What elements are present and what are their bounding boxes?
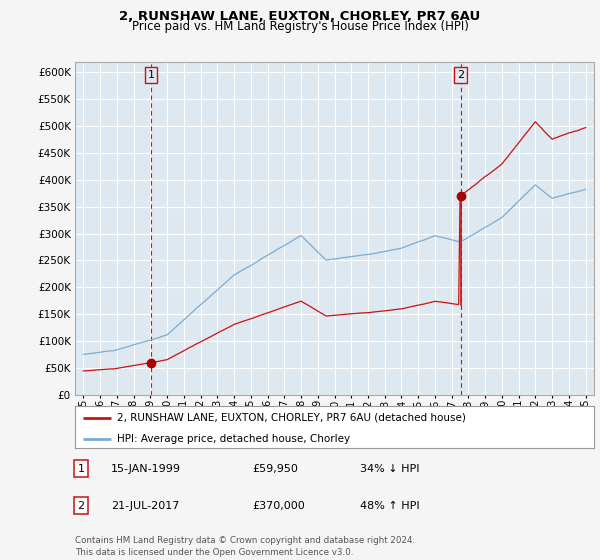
Text: 2: 2: [457, 70, 464, 80]
Text: 48% ↑ HPI: 48% ↑ HPI: [360, 501, 419, 511]
Text: £59,950: £59,950: [252, 464, 298, 474]
Text: 21-JUL-2017: 21-JUL-2017: [111, 501, 179, 511]
Text: HPI: Average price, detached house, Chorley: HPI: Average price, detached house, Chor…: [116, 434, 350, 444]
Text: Price paid vs. HM Land Registry's House Price Index (HPI): Price paid vs. HM Land Registry's House …: [131, 20, 469, 33]
Text: 15-JAN-1999: 15-JAN-1999: [111, 464, 181, 474]
Text: 2: 2: [77, 501, 85, 511]
Text: 2, RUNSHAW LANE, EUXTON, CHORLEY, PR7 6AU (detached house): 2, RUNSHAW LANE, EUXTON, CHORLEY, PR7 6A…: [116, 413, 466, 423]
Text: 1: 1: [148, 70, 155, 80]
Text: 2, RUNSHAW LANE, EUXTON, CHORLEY, PR7 6AU: 2, RUNSHAW LANE, EUXTON, CHORLEY, PR7 6A…: [119, 10, 481, 23]
Text: Contains HM Land Registry data © Crown copyright and database right 2024.
This d: Contains HM Land Registry data © Crown c…: [75, 536, 415, 557]
Text: 1: 1: [77, 464, 85, 474]
Text: 34% ↓ HPI: 34% ↓ HPI: [360, 464, 419, 474]
Text: £370,000: £370,000: [252, 501, 305, 511]
